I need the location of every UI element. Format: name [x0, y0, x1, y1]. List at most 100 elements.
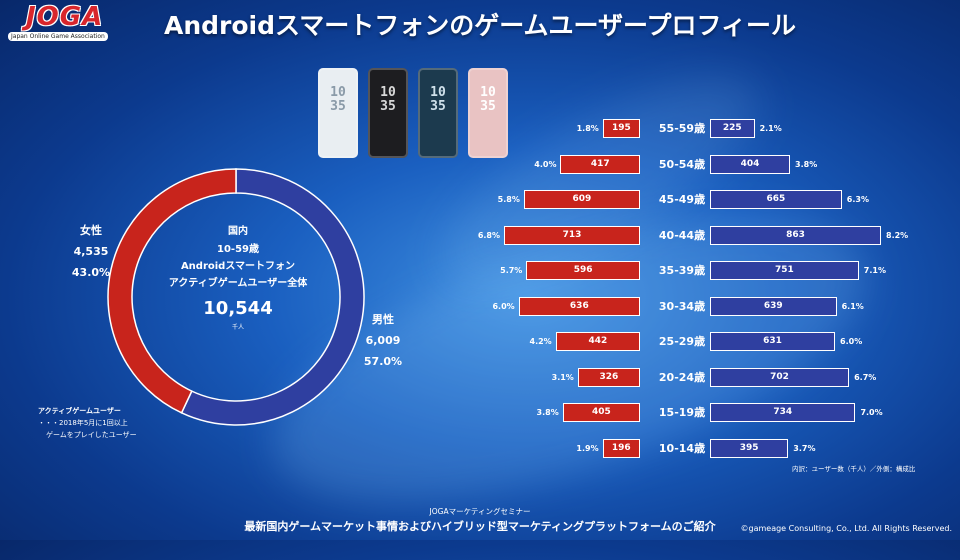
male-bar: [710, 154, 791, 174]
age-group-label: 15-19歳: [658, 406, 706, 419]
female-bar-value: 417: [590, 158, 610, 169]
female-bar-value: 636: [569, 300, 589, 311]
female-bar-value: 596: [573, 265, 593, 275]
male-label-group: 男性 6,009 57.0%: [358, 309, 408, 372]
female-percent: 4.0%: [534, 159, 557, 169]
female-bar-value: 609: [572, 194, 592, 204]
age-group-label: 35-39歳: [658, 264, 706, 277]
age-group-label: 40-44歳: [658, 228, 706, 242]
age-group-label: 55-59歳: [658, 122, 706, 135]
male-bar-value: 665: [766, 194, 786, 204]
male-percent: 3.7%: [793, 443, 816, 453]
donut-chart: [107, 168, 365, 426]
male-bar: [710, 438, 789, 458]
male-bar: [710, 190, 842, 209]
phone-image: 10 35: [468, 68, 508, 158]
female-percent: 6.8%: [477, 230, 500, 240]
female-bar: [602, 438, 640, 458]
female-bar-value: 405: [591, 407, 611, 417]
female-label: 女性: [80, 224, 102, 237]
male-bar: [710, 119, 755, 138]
phone-clock: 10 35: [430, 85, 446, 114]
female-bar: [504, 225, 640, 245]
logo-text: JOGA: [26, 2, 104, 32]
male-percent: 6.1%: [841, 301, 864, 311]
male-percent: 57.0%: [363, 355, 403, 368]
age-group-label: 30-34歳: [658, 299, 706, 313]
donut-total: 10,544: [203, 298, 273, 319]
male-bar: [710, 367, 850, 387]
male-bar: [710, 296, 837, 316]
phone-image: 10 35: [418, 68, 458, 158]
female-bar-value: 713: [562, 229, 582, 240]
male-bar: [710, 261, 859, 280]
female-bar: [560, 154, 640, 174]
age-group-label: 50-54歳: [658, 157, 706, 171]
male-percent: 3.8%: [795, 159, 818, 169]
male-bar-value: 702: [770, 371, 789, 382]
age-group-label: 45-49歳: [658, 193, 706, 206]
note-line-1: ・・・2018年5月に1回以上: [38, 419, 128, 427]
note-line-2: ゲームをプレイしたユーザー: [46, 431, 137, 439]
male-bar-value: 734: [773, 407, 793, 417]
logo-subtitle: Japan Online Game Association: [8, 32, 108, 41]
phone-image: 10 35: [368, 68, 408, 158]
female-percent: 3.8%: [536, 408, 559, 417]
definition-note: アクティブゲームユーザー ・・・2018年5月に1回以上 ゲームをプレイしたユー…: [38, 405, 137, 441]
female-percent: 3.1%: [551, 372, 574, 382]
female-label-group: 女性 4,535 43.0%: [66, 220, 116, 283]
female-bar: [526, 261, 640, 280]
female-percent: 1.8%: [576, 124, 599, 133]
male-percent: 8.2%: [886, 230, 909, 240]
footer-title: 最新国内ゲームマーケット事情およびハイブリッド型マーケティングプラットフォームの…: [244, 520, 716, 533]
phone-image: 10 35: [318, 68, 358, 158]
donut-line-3: Androidスマートフォン: [180, 261, 296, 272]
male-percent: 7.1%: [863, 266, 886, 275]
female-bar: [518, 296, 640, 316]
male-bar-value: 225: [722, 123, 742, 133]
phone-clock: 10 35: [480, 85, 496, 114]
age-group-label: 10-14歳: [658, 441, 706, 455]
bar-legend-note: 内訳：ユーザー数（千人）／外側：構成比: [792, 465, 916, 473]
male-value: 6,009: [365, 334, 401, 347]
male-bar-value: 751: [775, 265, 794, 275]
age-group-label: 20-24歳: [658, 370, 706, 384]
donut-line-4: アクティブゲームユーザー全体: [168, 278, 308, 289]
female-percent: 5.7%: [500, 266, 523, 275]
female-bar: [602, 119, 640, 138]
footer-seminar: JOGAマーケティングセミナー: [429, 507, 531, 516]
male-percent: 7.0%: [860, 408, 883, 417]
female-bar-value: 196: [611, 442, 631, 453]
donut-slice-female: [107, 168, 237, 414]
male-percent: 6.0%: [840, 337, 863, 346]
male-label: 男性: [372, 313, 394, 326]
male-bar: [710, 225, 881, 245]
note-title: アクティブゲームユーザー: [38, 407, 121, 415]
male-bar-value: 863: [786, 229, 805, 240]
female-percent: 6.0%: [492, 301, 515, 311]
female-percent: 5.8%: [497, 195, 520, 204]
male-percent: 2.1%: [759, 124, 782, 133]
female-percent: 1.9%: [576, 443, 599, 453]
female-bar-value: 442: [588, 336, 608, 346]
copyright: ©gameage Consulting, Co., Ltd. All Right…: [740, 524, 953, 533]
male-bar-value: 639: [763, 300, 783, 311]
age-group-label: 25-29歳: [658, 335, 706, 348]
donut-slice-male: [180, 168, 365, 426]
female-bar: [577, 367, 640, 387]
phone-clock: 10 35: [380, 85, 396, 114]
donut-unit: 千人: [231, 324, 244, 331]
female-bar-value: 195: [611, 123, 631, 133]
male-bar-value: 404: [740, 158, 760, 169]
male-bar: [710, 403, 856, 422]
male-bar-value: 631: [763, 336, 782, 346]
female-bar: [523, 190, 640, 209]
male-percent: 6.3%: [846, 195, 869, 204]
donut-line-1: 国内: [228, 226, 248, 237]
female-bar: [555, 332, 640, 351]
female-bar: [562, 403, 640, 422]
female-percent: 43.0%: [71, 266, 111, 279]
female-value: 4,535: [73, 245, 109, 258]
male-bar: [710, 332, 836, 351]
page-title: Androidスマートフォンのゲームユーザープロフィール: [163, 11, 796, 40]
